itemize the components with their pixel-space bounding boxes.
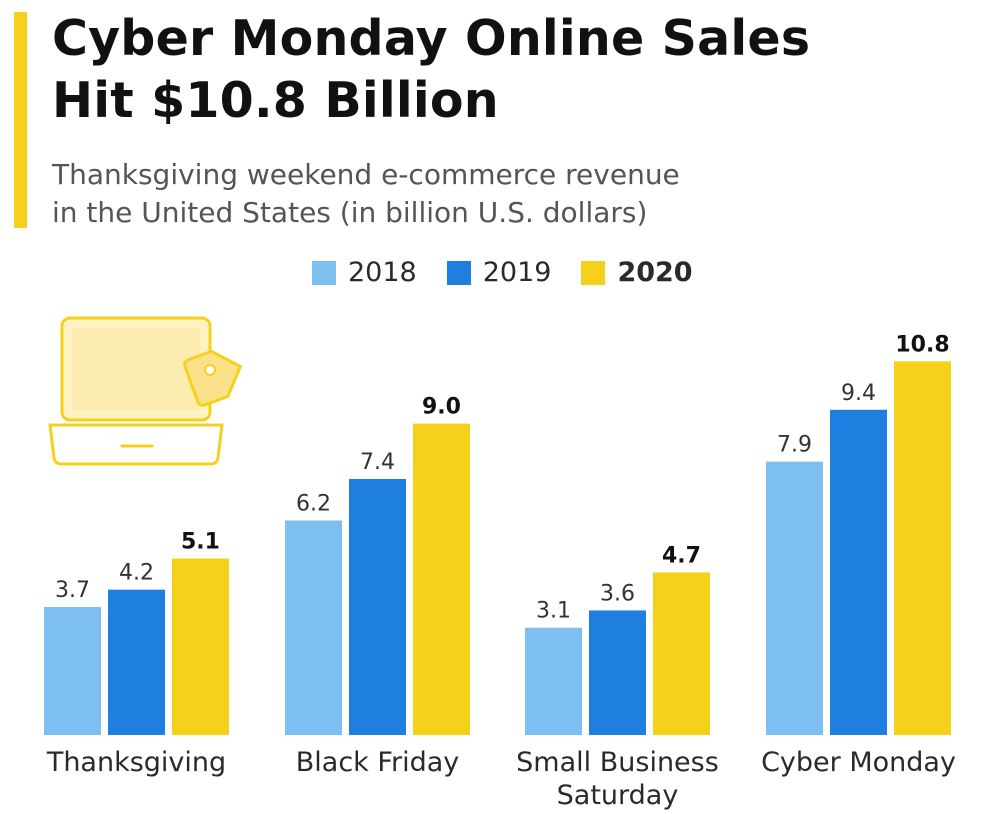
category-label-0-0: Thanksgiving [46, 747, 226, 778]
bar-2018-1 [285, 520, 342, 735]
bar-2018-0 [44, 606, 101, 735]
legend-item-2020: 2020 [581, 257, 693, 288]
bar-value-2018-3: 7.9 [777, 433, 812, 458]
bar-value-2018-0: 3.7 [55, 578, 90, 603]
bar-2020-2 [653, 572, 710, 735]
category-label-2-1: Saturday [557, 780, 679, 811]
chart-title: Cyber Monday Online Sales Hit $10.8 Bill… [52, 8, 810, 132]
bar-2019-1 [349, 478, 406, 735]
bar-value-2019-2: 3.6 [600, 581, 635, 606]
legend-swatch-2020 [581, 260, 606, 285]
accent-bar [14, 12, 27, 228]
bar-2020-0 [172, 558, 229, 735]
category-label-1-0: Black Friday [296, 747, 459, 778]
legend: 2018 2019 2020 [312, 257, 723, 288]
legend-swatch-2018 [312, 260, 336, 285]
bar-2018-2 [525, 627, 582, 735]
legend-item-2019: 2019 [446, 257, 552, 288]
category-label-2-0: Small Business [516, 747, 719, 778]
bar-value-2020-2: 4.7 [662, 543, 701, 568]
bar-2019-2 [589, 610, 646, 735]
legend-item-2018: 2018 [312, 257, 417, 288]
legend-label-2018: 2018 [348, 257, 417, 288]
bar-2019-0 [108, 589, 165, 735]
bar-2020-3 [894, 361, 951, 735]
bar-2019-3 [830, 409, 887, 735]
bar-value-2018-2: 3.1 [536, 599, 571, 624]
bar-value-2020-1: 9.0 [422, 395, 461, 420]
legend-swatch-2019 [446, 260, 471, 285]
bar-value-2019-0: 4.2 [119, 561, 154, 586]
legend-label-2019: 2019 [482, 257, 552, 288]
bar-value-2019-3: 9.4 [841, 381, 876, 406]
category-label-3-0: Cyber Monday [761, 747, 956, 778]
legend-label-2020: 2020 [617, 257, 693, 288]
chart-title-line-2: Hit $10.8 Billion [52, 72, 499, 129]
category-labels: Thanksgiving Black Friday Small BusinessSa… [46, 747, 956, 811]
bar-value-2018-1: 6.2 [296, 491, 331, 516]
laptop-with-price-tag-icon [48, 316, 243, 466]
bar-value-2020-0: 5.1 [181, 530, 220, 555]
bars-group [44, 361, 951, 735]
chart-title-line-1: Cyber Monday Online Sales [52, 10, 811, 67]
bar-value-2020-3: 10.8 [895, 332, 949, 357]
chart-subtitle-line-1: Thanksgiving weekend e-commerce revenue [52, 158, 680, 191]
bar-2018-3 [766, 461, 823, 735]
chart-subtitle-line-2: in the United States (in billion U.S. do… [52, 196, 648, 229]
bar-value-2019-1: 7.4 [360, 450, 395, 475]
bar-value-labels: 3.7 4.2 5.1 6.2 7.4 9.0 3.1 3.6 4.7 7.9 9.4 10.8 [55, 332, 950, 623]
chart-subtitle: Thanksgiving weekend e-commerce revenue … [52, 156, 680, 232]
bar-2020-1 [413, 423, 470, 735]
